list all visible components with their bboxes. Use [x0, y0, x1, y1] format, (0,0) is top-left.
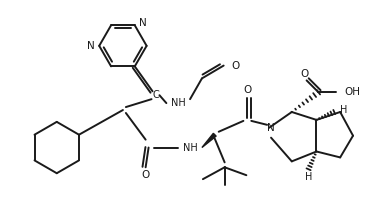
- Text: NH: NH: [171, 98, 186, 108]
- Text: O: O: [243, 85, 251, 95]
- Text: N: N: [267, 123, 275, 133]
- Text: OH: OH: [344, 87, 360, 97]
- Text: H: H: [305, 172, 312, 182]
- Text: N: N: [86, 41, 94, 51]
- Text: O: O: [142, 170, 150, 180]
- Text: C: C: [152, 90, 159, 100]
- Text: O: O: [301, 70, 309, 79]
- Text: H: H: [340, 105, 348, 115]
- Text: O: O: [231, 61, 240, 70]
- Polygon shape: [202, 133, 216, 148]
- Text: N: N: [139, 18, 147, 28]
- Text: NH: NH: [183, 142, 197, 153]
